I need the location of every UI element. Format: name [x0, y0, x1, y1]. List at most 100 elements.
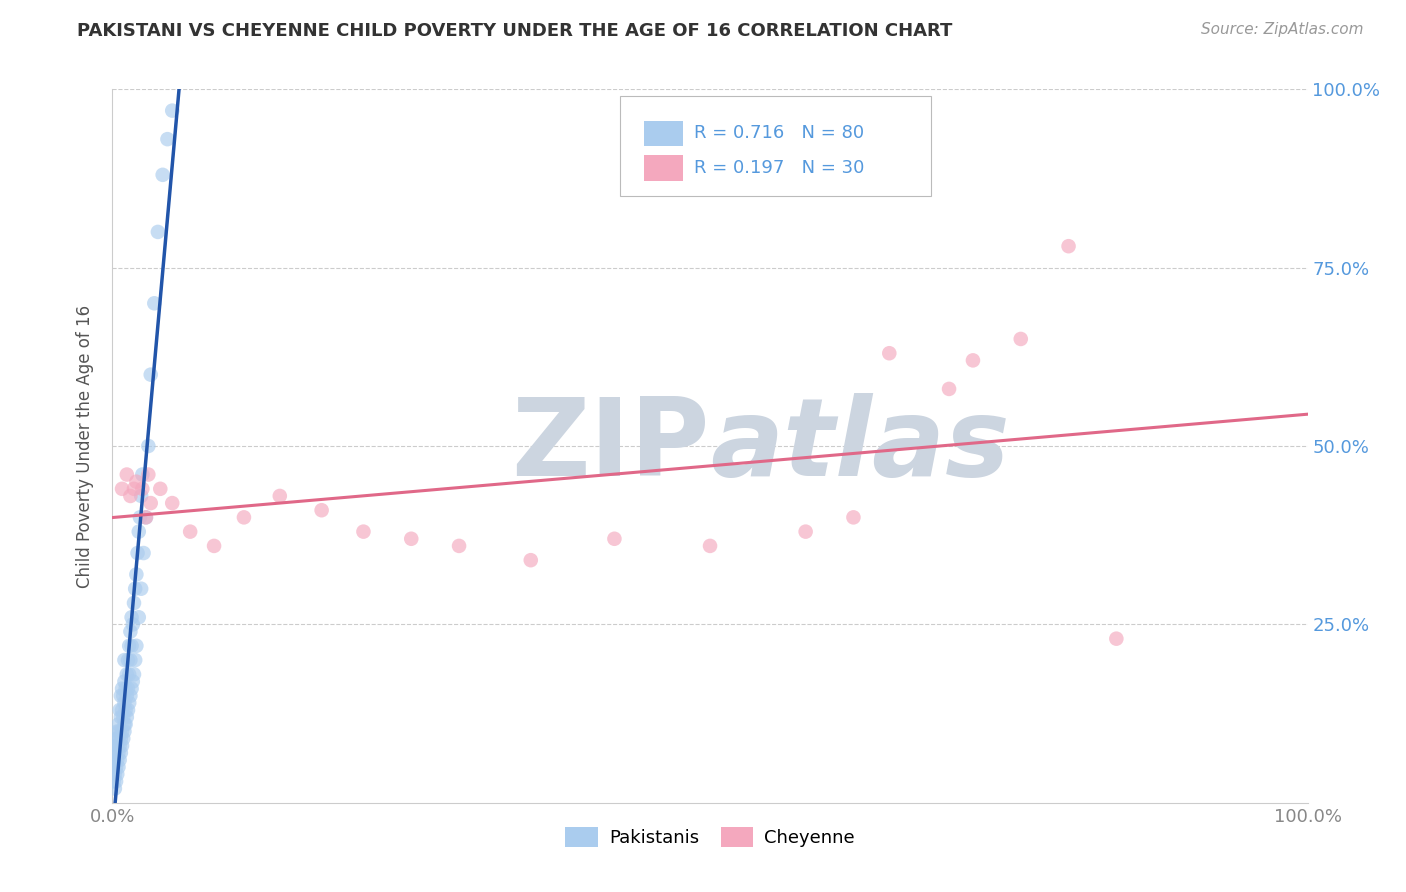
Legend: Pakistanis, Cheyenne: Pakistanis, Cheyenne [558, 820, 862, 855]
Point [135, 510, 157, 524]
Point [111, 724, 134, 739]
Point [122, 482, 145, 496]
Point [118, 696, 141, 710]
Point [269, 489, 291, 503]
Point [108, 753, 131, 767]
Point [131, 467, 153, 482]
Point [842, 510, 865, 524]
Text: atlas: atlas [710, 393, 1010, 499]
Point [115, 467, 138, 482]
Point [114, 696, 135, 710]
Point [104, 781, 127, 796]
Point [118, 639, 141, 653]
Point [108, 724, 131, 739]
Point [105, 767, 128, 781]
Point [103, 760, 125, 774]
Point [129, 489, 152, 503]
Point [121, 681, 143, 696]
Point [162, 103, 183, 118]
Point [105, 746, 128, 760]
Point [107, 746, 129, 760]
Point [110, 710, 132, 724]
Point [115, 689, 138, 703]
Point [129, 582, 152, 596]
Point [127, 546, 149, 560]
Point [156, 132, 179, 146]
FancyBboxPatch shape [644, 120, 682, 146]
Point [1057, 239, 1080, 253]
Point [107, 717, 129, 731]
Point [125, 475, 148, 489]
Point [233, 510, 256, 524]
FancyBboxPatch shape [620, 96, 931, 196]
Point [311, 503, 333, 517]
Point [401, 532, 423, 546]
Point [105, 731, 128, 746]
Point [115, 667, 138, 681]
Point [105, 724, 128, 739]
Text: PAKISTANI VS CHEYENNE CHILD POVERTY UNDER THE AGE OF 16 CORRELATION CHART: PAKISTANI VS CHEYENNE CHILD POVERTY UNDE… [77, 22, 953, 40]
Point [121, 674, 143, 689]
Point [120, 653, 142, 667]
Text: Source: ZipAtlas.com: Source: ZipAtlas.com [1201, 22, 1364, 37]
Point [110, 689, 132, 703]
Point [105, 760, 128, 774]
Point [179, 524, 201, 539]
Point [131, 482, 153, 496]
Point [128, 524, 150, 539]
Point [105, 774, 128, 789]
Point [120, 489, 142, 503]
Point [121, 610, 143, 624]
Point [114, 724, 135, 739]
Point [128, 610, 150, 624]
Point [139, 368, 162, 382]
Point [117, 653, 139, 667]
Point [125, 639, 148, 653]
Point [107, 760, 129, 774]
Point [129, 510, 152, 524]
Point [138, 467, 160, 482]
Text: ZIP: ZIP [512, 393, 710, 499]
Point [938, 382, 960, 396]
Text: R = 0.716   N = 80: R = 0.716 N = 80 [695, 125, 865, 143]
Point [152, 168, 174, 182]
Point [103, 774, 125, 789]
Point [110, 746, 132, 760]
Point [125, 567, 148, 582]
Point [114, 674, 135, 689]
Point [124, 653, 146, 667]
Point [104, 739, 127, 753]
Point [111, 482, 134, 496]
Point [122, 667, 145, 681]
Point [111, 739, 134, 753]
Point [114, 703, 136, 717]
Point [1010, 332, 1032, 346]
Point [108, 739, 131, 753]
Point [202, 539, 225, 553]
Point [107, 731, 129, 746]
Point [112, 731, 135, 746]
Point [146, 225, 169, 239]
Point [520, 553, 543, 567]
Point [447, 539, 470, 553]
Point [139, 496, 162, 510]
Point [117, 703, 139, 717]
Point [120, 689, 142, 703]
Point [122, 596, 145, 610]
Point [104, 753, 127, 767]
Point [108, 703, 131, 717]
Point [962, 353, 984, 368]
Point [879, 346, 901, 360]
Point [121, 639, 143, 653]
Point [114, 717, 136, 731]
Point [120, 624, 142, 639]
Point [117, 681, 139, 696]
Point [105, 753, 128, 767]
Point [121, 617, 143, 632]
Point [135, 510, 157, 524]
Point [105, 739, 128, 753]
Point [112, 710, 135, 724]
Point [112, 689, 135, 703]
Text: R = 0.197   N = 30: R = 0.197 N = 30 [695, 159, 865, 177]
Point [124, 582, 146, 596]
